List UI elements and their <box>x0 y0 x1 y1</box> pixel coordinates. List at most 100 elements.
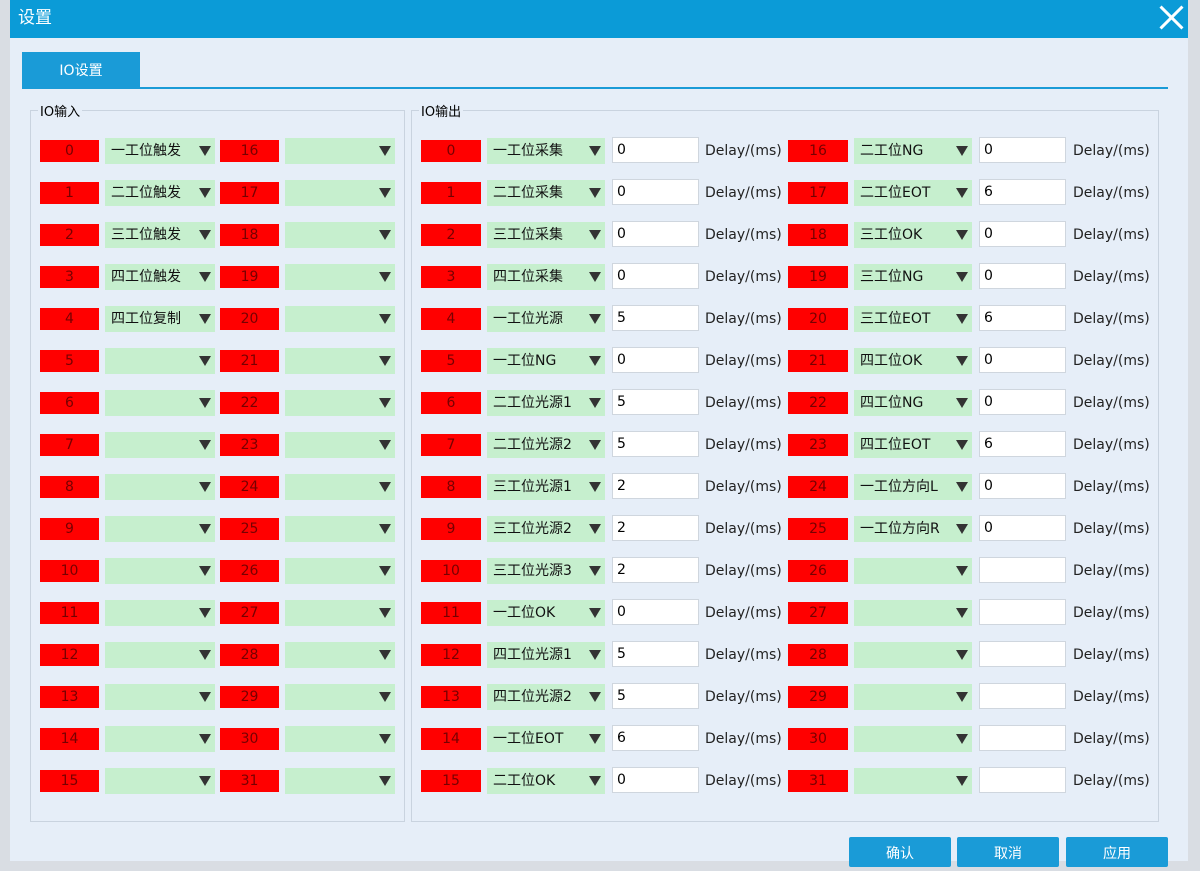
tab[interactable]: IO设置 <box>22 52 140 88</box>
function-dropdown[interactable] <box>285 180 395 206</box>
function-dropdown[interactable] <box>285 600 395 626</box>
function-dropdown[interactable]: 四工位光源1 <box>487 642 605 668</box>
function-dropdown[interactable] <box>854 684 972 710</box>
function-dropdown[interactable] <box>854 600 972 626</box>
delay-input[interactable]: 0 <box>612 767 699 793</box>
function-dropdown[interactable]: 一工位触发 <box>105 138 215 164</box>
function-dropdown[interactable] <box>854 642 972 668</box>
delay-input[interactable]: 0 <box>979 263 1066 289</box>
function-dropdown[interactable] <box>105 600 215 626</box>
function-dropdown[interactable] <box>105 558 215 584</box>
delay-input[interactable]: 0 <box>612 179 699 205</box>
function-dropdown[interactable]: 一工位采集 <box>487 138 605 164</box>
function-dropdown[interactable] <box>105 474 215 500</box>
function-dropdown[interactable] <box>854 726 972 752</box>
function-dropdown[interactable]: 一工位方向R <box>854 516 972 542</box>
delay-input[interactable]: 0 <box>979 347 1066 373</box>
function-dropdown[interactable]: 一工位光源 <box>487 306 605 332</box>
function-dropdown[interactable] <box>105 348 215 374</box>
function-dropdown[interactable]: 三工位OK <box>854 222 972 248</box>
delay-input[interactable]: 5 <box>612 389 699 415</box>
function-dropdown[interactable]: 二工位采集 <box>487 180 605 206</box>
delay-input[interactable]: 6 <box>612 725 699 751</box>
delay-input[interactable]: 0 <box>612 347 699 373</box>
function-dropdown[interactable] <box>854 558 972 584</box>
function-dropdown[interactable] <box>285 558 395 584</box>
function-dropdown[interactable]: 一工位方向L <box>854 474 972 500</box>
action-button[interactable]: 确认 <box>849 837 951 867</box>
delay-input[interactable]: 6 <box>979 431 1066 457</box>
function-dropdown[interactable]: 三工位光源1 <box>487 474 605 500</box>
function-dropdown[interactable] <box>285 726 395 752</box>
function-dropdown[interactable]: 三工位光源2 <box>487 516 605 542</box>
delay-input[interactable] <box>979 557 1066 583</box>
function-dropdown[interactable]: 四工位复制 <box>105 306 215 332</box>
delay-input[interactable] <box>979 725 1066 751</box>
delay-input[interactable] <box>979 767 1066 793</box>
function-dropdown[interactable]: 二工位触发 <box>105 180 215 206</box>
function-dropdown[interactable]: 三工位EOT <box>854 306 972 332</box>
function-dropdown[interactable]: 二工位EOT <box>854 180 972 206</box>
function-dropdown[interactable] <box>285 306 395 332</box>
function-dropdown[interactable] <box>285 768 395 794</box>
function-dropdown[interactable]: 一工位NG <box>487 348 605 374</box>
function-dropdown[interactable]: 四工位触发 <box>105 264 215 290</box>
delay-input[interactable]: 6 <box>979 179 1066 205</box>
function-dropdown[interactable] <box>285 684 395 710</box>
function-dropdown[interactable] <box>285 474 395 500</box>
delay-input[interactable]: 0 <box>979 137 1066 163</box>
delay-input[interactable]: 0 <box>612 137 699 163</box>
close-button[interactable] <box>1156 2 1186 32</box>
delay-input[interactable]: 0 <box>979 221 1066 247</box>
delay-input[interactable]: 5 <box>612 641 699 667</box>
delay-input[interactable] <box>979 599 1066 625</box>
function-dropdown[interactable]: 二工位光源1 <box>487 390 605 416</box>
delay-input[interactable]: 2 <box>612 473 699 499</box>
function-dropdown[interactable] <box>105 516 215 542</box>
function-dropdown[interactable] <box>285 264 395 290</box>
action-button[interactable]: 取消 <box>957 837 1059 867</box>
function-dropdown[interactable]: 四工位EOT <box>854 432 972 458</box>
delay-input[interactable]: 0 <box>979 389 1066 415</box>
function-dropdown[interactable] <box>285 222 395 248</box>
function-dropdown[interactable] <box>854 768 972 794</box>
delay-input[interactable]: 0 <box>979 515 1066 541</box>
delay-input[interactable]: 5 <box>612 305 699 331</box>
function-dropdown[interactable]: 三工位采集 <box>487 222 605 248</box>
function-dropdown[interactable]: 二工位OK <box>487 768 605 794</box>
function-dropdown[interactable]: 一工位OK <box>487 600 605 626</box>
delay-input[interactable] <box>979 641 1066 667</box>
function-dropdown[interactable] <box>285 642 395 668</box>
function-dropdown[interactable] <box>285 390 395 416</box>
delay-input[interactable]: 0 <box>612 599 699 625</box>
delay-input[interactable]: 2 <box>612 515 699 541</box>
delay-input[interactable]: 0 <box>979 473 1066 499</box>
function-dropdown[interactable]: 二工位光源2 <box>487 432 605 458</box>
delay-input[interactable]: 2 <box>612 557 699 583</box>
function-dropdown[interactable] <box>285 432 395 458</box>
function-dropdown[interactable] <box>105 684 215 710</box>
function-dropdown[interactable] <box>105 432 215 458</box>
delay-input[interactable]: 5 <box>612 431 699 457</box>
delay-input[interactable]: 6 <box>979 305 1066 331</box>
delay-input[interactable]: 5 <box>612 683 699 709</box>
function-dropdown[interactable]: 四工位光源2 <box>487 684 605 710</box>
function-dropdown[interactable]: 二工位NG <box>854 138 972 164</box>
function-dropdown[interactable] <box>285 348 395 374</box>
delay-input[interactable]: 0 <box>612 221 699 247</box>
function-dropdown[interactable]: 四工位NG <box>854 390 972 416</box>
function-dropdown[interactable]: 四工位OK <box>854 348 972 374</box>
delay-input[interactable] <box>979 683 1066 709</box>
function-dropdown[interactable] <box>285 516 395 542</box>
function-dropdown[interactable]: 三工位触发 <box>105 222 215 248</box>
function-dropdown[interactable]: 三工位NG <box>854 264 972 290</box>
function-dropdown[interactable] <box>105 642 215 668</box>
function-dropdown[interactable]: 一工位EOT <box>487 726 605 752</box>
action-button[interactable]: 应用 <box>1066 837 1168 867</box>
delay-input[interactable]: 0 <box>612 263 699 289</box>
function-dropdown[interactable] <box>285 138 395 164</box>
function-dropdown[interactable] <box>105 768 215 794</box>
function-dropdown[interactable] <box>105 726 215 752</box>
function-dropdown[interactable]: 四工位采集 <box>487 264 605 290</box>
function-dropdown[interactable] <box>105 390 215 416</box>
